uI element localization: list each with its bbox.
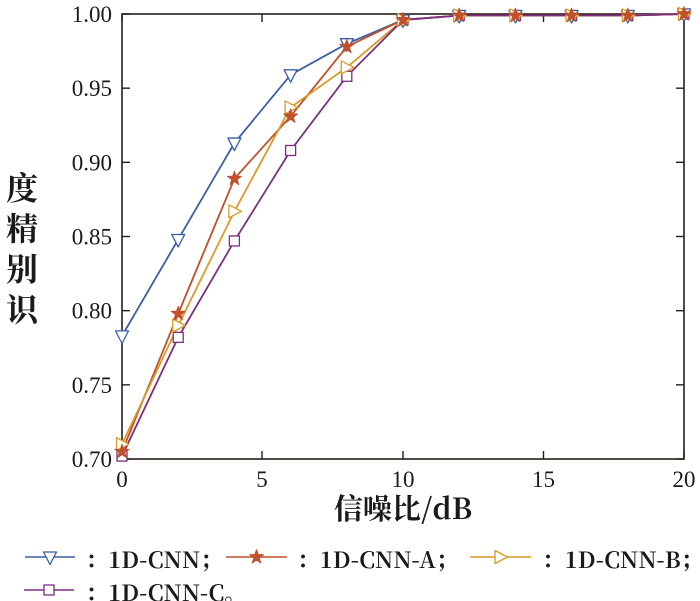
svg-text:：1D-CNN-C。: ：1D-CNN-C。 xyxy=(86,576,247,601)
svg-text:20: 20 xyxy=(673,467,696,492)
svg-text:0.70: 0.70 xyxy=(72,447,112,472)
svg-text:0: 0 xyxy=(116,467,128,492)
svg-text:：1D-CNN；: ：1D-CNN； xyxy=(86,543,223,575)
svg-text:：1D-CNN-B；: ：1D-CNN-B； xyxy=(542,543,700,575)
svg-text:0.75: 0.75 xyxy=(72,373,112,398)
svg-text:15: 15 xyxy=(532,467,555,492)
svg-text:0.85: 0.85 xyxy=(72,225,112,250)
svg-text:度: 度 xyxy=(6,163,38,209)
svg-text:信噪比/dB: 信噪比/dB xyxy=(334,487,472,528)
svg-text:5: 5 xyxy=(256,467,268,492)
svg-text:：1D-CNN-A；: ：1D-CNN-A； xyxy=(297,543,458,575)
svg-text:0.80: 0.80 xyxy=(72,299,112,324)
svg-text:0.95: 0.95 xyxy=(72,76,112,101)
svg-text:1.00: 1.00 xyxy=(72,2,112,27)
svg-text:别: 别 xyxy=(6,244,38,290)
svg-text:0.90: 0.90 xyxy=(72,150,112,175)
svg-text:识: 识 xyxy=(6,285,41,331)
svg-text:精: 精 xyxy=(6,204,38,250)
